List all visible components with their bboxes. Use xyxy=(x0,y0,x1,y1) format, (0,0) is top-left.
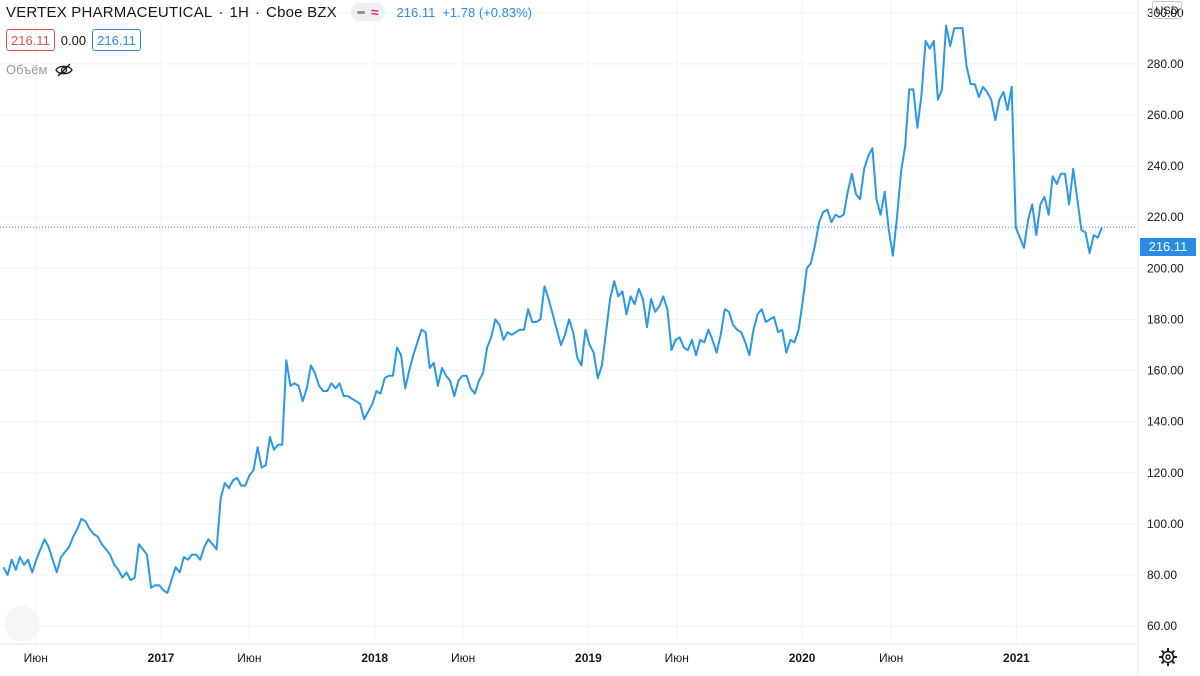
current-price-tag: 216.11 xyxy=(1140,238,1196,256)
y-tick-label: 120.00 xyxy=(1147,466,1184,480)
x-tick-label: 2020 xyxy=(789,651,816,665)
y-tick-label: 80.00 xyxy=(1147,568,1177,582)
mid-value: 0.00 xyxy=(60,32,87,48)
x-axis[interactable]: Июн 2017 Июн 2018 Июн 2019 Июн 2020 Июн 2021 xyxy=(24,651,1030,665)
status-pill[interactable]: ≈ xyxy=(350,3,385,21)
last-price: 216.11 xyxy=(396,4,436,20)
chart-grid xyxy=(0,0,1137,644)
x-tick-label: 2017 xyxy=(148,651,175,665)
y-axis[interactable]: 60.00 80.00 100.00 120.00 140.00 160.00 180.00… xyxy=(1147,6,1184,633)
y-tick-label: 180.00 xyxy=(1147,312,1184,326)
interval-label[interactable]: 1Н xyxy=(229,3,250,21)
y-tick-label: 100.00 xyxy=(1147,517,1184,531)
y-tick-label: 200.00 xyxy=(1147,261,1184,275)
x-tick-label: 2018 xyxy=(361,651,388,665)
price-change: +1.78 (+0.83%) xyxy=(442,4,532,20)
y-tick-label: 300.00 xyxy=(1147,6,1184,20)
symbol-title[interactable]: VERTEX PHARMACEUTICAL xyxy=(6,3,213,21)
x-tick-label: 2019 xyxy=(575,651,602,665)
y-tick-label: 60.00 xyxy=(1147,619,1177,633)
gear-icon[interactable] xyxy=(1159,648,1177,666)
y-tick-label: 280.00 xyxy=(1147,57,1184,71)
close-value-box[interactable]: 216.11 xyxy=(92,29,141,51)
minus-icon xyxy=(356,10,365,14)
y-tick-label: 140.00 xyxy=(1147,415,1184,429)
x-tick-label: Июн xyxy=(451,651,475,665)
series-line-vrtx[interactable] xyxy=(2,24,1103,594)
scroll-left-button[interactable] xyxy=(4,606,40,642)
header-separator: · xyxy=(218,3,224,21)
currency-badge[interactable]: USD xyxy=(1152,1,1182,19)
x-tick-label: Июн xyxy=(24,651,48,665)
x-tick-label: Июн xyxy=(237,651,261,665)
chart-header: VERTEX PHARMACEUTICAL · 1Н · Cboe BZX ≈ … xyxy=(6,2,532,22)
y-tick-label: 260.00 xyxy=(1147,108,1184,122)
header-separator: · xyxy=(255,3,261,21)
x-tick-label: Июн xyxy=(665,651,689,665)
ohlc-row: 216.11 0.00 216.11 xyxy=(6,29,141,51)
y-tick-label: 160.00 xyxy=(1147,364,1184,378)
y-tick-label: 240.00 xyxy=(1147,159,1184,173)
eye-off-icon[interactable] xyxy=(55,63,74,77)
x-tick-label: 2021 xyxy=(1003,651,1030,665)
y-tick-label: 220.00 xyxy=(1147,210,1184,224)
volume-label[interactable]: Объём xyxy=(6,62,48,77)
volume-row: Объём xyxy=(6,62,74,77)
x-tick-label: Июн xyxy=(879,651,903,665)
approx-icon: ≈ xyxy=(370,4,379,20)
exchange-label: Cboe BZX xyxy=(266,3,337,21)
open-value-box[interactable]: 216.11 xyxy=(6,29,55,51)
